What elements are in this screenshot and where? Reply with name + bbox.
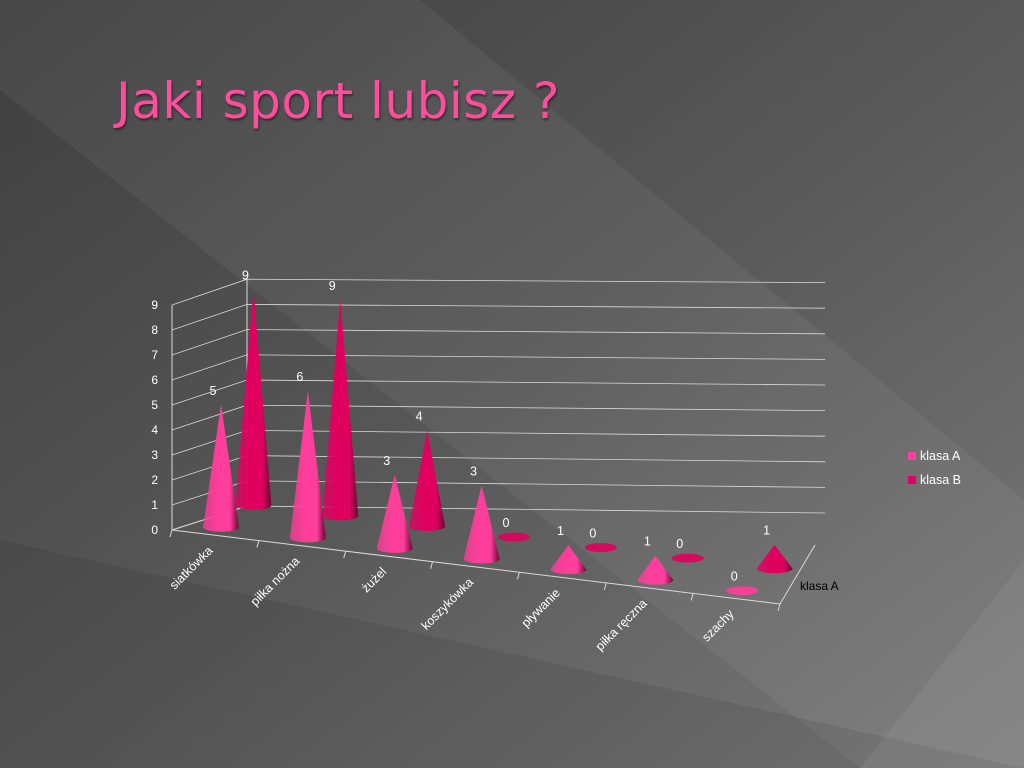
cone-klasa-b: 0 — [498, 516, 530, 542]
cone-klasa-b: 9 — [235, 268, 272, 510]
x-tick — [169, 529, 173, 538]
x-tick — [516, 572, 520, 580]
cone-klasa-a: 3 — [463, 465, 500, 564]
slide-title: Jaki sport lubisz ? — [116, 72, 560, 130]
data-label: 0 — [731, 570, 738, 584]
cone-klasa-a: 6 — [289, 370, 326, 543]
y-tick-label: 3 — [151, 448, 158, 462]
cone-base-disc — [671, 553, 704, 563]
x-tick — [430, 561, 434, 569]
gridline — [171, 455, 826, 481]
background-lower-shade — [0, 540, 1024, 768]
cone-body — [376, 474, 413, 553]
chart-legend: klasa A klasa B — [908, 449, 961, 487]
gridline — [171, 303, 826, 331]
x-category-label: koszykówka — [419, 575, 477, 633]
cone-klasa-a: 5 — [203, 384, 240, 532]
y-tick-label: 9 — [151, 298, 158, 312]
y-tick-label: 5 — [151, 398, 158, 412]
data-label: 0 — [676, 537, 683, 551]
y-tick-label: 8 — [151, 323, 158, 337]
legend-swatch — [908, 476, 916, 484]
cone-klasa-b: 0 — [671, 537, 704, 563]
legend-swatch — [908, 452, 916, 460]
cone-base-disc — [584, 543, 617, 553]
gridline — [171, 278, 826, 306]
x-category-label: siatkówka — [167, 543, 216, 592]
cone-body — [756, 544, 793, 574]
x-tick — [256, 540, 260, 548]
cone-klasa-a: 3 — [376, 454, 413, 553]
data-label: 1 — [557, 524, 564, 538]
cone-base-disc — [498, 532, 530, 542]
data-label: 0 — [503, 516, 510, 530]
cone-body — [550, 545, 587, 575]
data-label: 6 — [296, 370, 303, 384]
cone-body — [409, 430, 446, 531]
background-corner-facet — [860, 560, 1024, 768]
cone-klasa-a: 1 — [637, 535, 674, 585]
x-tick — [690, 593, 694, 601]
data-label: 1 — [763, 524, 770, 538]
x-category-label: żużel — [359, 565, 390, 596]
cone-body — [322, 299, 359, 521]
cone-klasa-a: 0 — [726, 570, 759, 596]
data-label: 3 — [383, 454, 390, 468]
y-tick-label: 4 — [151, 423, 158, 437]
x-category-label: szachy — [699, 606, 737, 644]
cone-klasa-b: 9 — [322, 279, 359, 521]
x-category-label: piłka ręczna — [593, 596, 650, 653]
data-label: 3 — [470, 465, 477, 479]
depth-axis-label: klasa A — [800, 579, 839, 593]
gridline — [171, 379, 826, 406]
cone-body — [289, 390, 326, 543]
y-tick-label: 6 — [151, 373, 158, 387]
gridline — [171, 505, 826, 531]
data-label: 9 — [242, 268, 249, 282]
y-tick-label: 7 — [151, 348, 158, 362]
data-label: 4 — [416, 409, 423, 423]
x-tick — [343, 551, 347, 559]
data-label: 9 — [329, 279, 336, 293]
cone-klasa-b: 0 — [584, 527, 617, 553]
cone-klasa-b: 4 — [409, 409, 446, 531]
cone-body — [463, 485, 500, 564]
x-tick — [603, 582, 607, 590]
cone-klasa-a: 1 — [550, 524, 587, 575]
cone-body — [637, 555, 674, 585]
data-label: 0 — [589, 527, 596, 541]
y-tick-label: 2 — [151, 473, 158, 487]
cone-klasa-b: 1 — [756, 524, 793, 574]
x-category-label: pływanie — [519, 586, 563, 630]
gridline — [171, 404, 826, 431]
cone-base-disc — [726, 586, 759, 596]
legend-label: klasa B — [920, 473, 961, 487]
data-label: 5 — [210, 384, 217, 398]
cone-body — [203, 404, 240, 532]
gridline — [171, 329, 826, 356]
legend-label: klasa A — [920, 449, 961, 463]
y-tick-label: 1 — [151, 498, 158, 512]
gridline — [171, 429, 826, 456]
chart-marks: 9 9 4 0 0 0 1 5 6 3 3 1 1 0 — [203, 268, 793, 596]
x-category-label: piłka nożna — [248, 554, 303, 609]
cone-body — [235, 289, 272, 510]
data-label: 1 — [644, 535, 651, 549]
gridline — [171, 354, 826, 381]
x-tick — [777, 603, 781, 612]
y-tick-label: 0 — [151, 523, 158, 537]
